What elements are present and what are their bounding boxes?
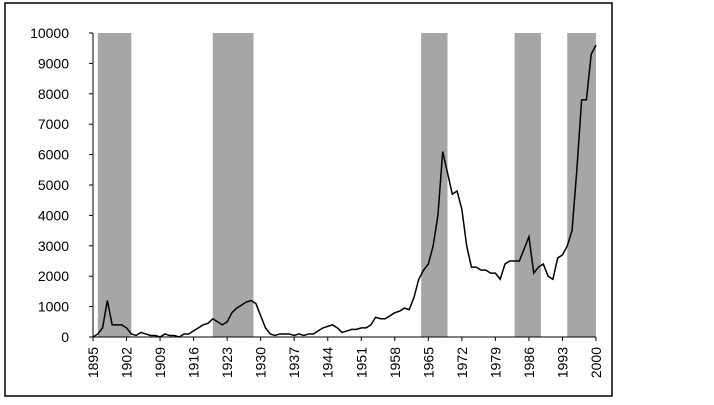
x-tick-label: 1993 (554, 347, 570, 378)
chart-frame (4, 2, 613, 397)
x-tick-label: 1958 (387, 347, 403, 378)
y-tick-label: 10000 (30, 25, 69, 41)
shaded-period (421, 33, 448, 337)
x-tick-label: 1979 (487, 347, 503, 378)
x-tick-label: 1972 (454, 347, 470, 378)
y-tick-label: 1000 (38, 299, 69, 315)
x-tick-label: 1965 (420, 347, 436, 378)
x-tick-label: 1986 (521, 347, 537, 378)
x-tick-label: 1916 (186, 347, 202, 378)
x-tick-label: 1951 (353, 347, 369, 378)
y-tick-label: 6000 (38, 147, 69, 163)
x-tick-label: 2000 (588, 347, 604, 378)
shaded-period (514, 33, 541, 337)
shaded-period (567, 33, 596, 337)
shaded-period (97, 33, 132, 337)
y-tick-label: 5000 (38, 177, 69, 193)
x-tick-label: 1909 (152, 347, 168, 378)
x-tick-label: 1930 (253, 347, 269, 378)
shaded-period (212, 33, 254, 337)
y-tick-label: 0 (61, 329, 69, 345)
x-tick-label: 1944 (320, 347, 336, 378)
y-tick-label: 3000 (38, 238, 69, 254)
y-tick-label: 9000 (38, 55, 69, 71)
x-tick-label: 1937 (286, 347, 302, 378)
x-tick-label: 1902 (119, 347, 135, 378)
data-line (92, 44, 597, 338)
x-tick-label: 1923 (219, 347, 235, 378)
y-tick-label: 7000 (38, 116, 69, 132)
y-tick-label: 2000 (38, 268, 69, 284)
y-tick-label: 4000 (38, 207, 69, 223)
y-tick-label: 8000 (38, 86, 69, 102)
x-tick-label: 1895 (85, 347, 101, 378)
